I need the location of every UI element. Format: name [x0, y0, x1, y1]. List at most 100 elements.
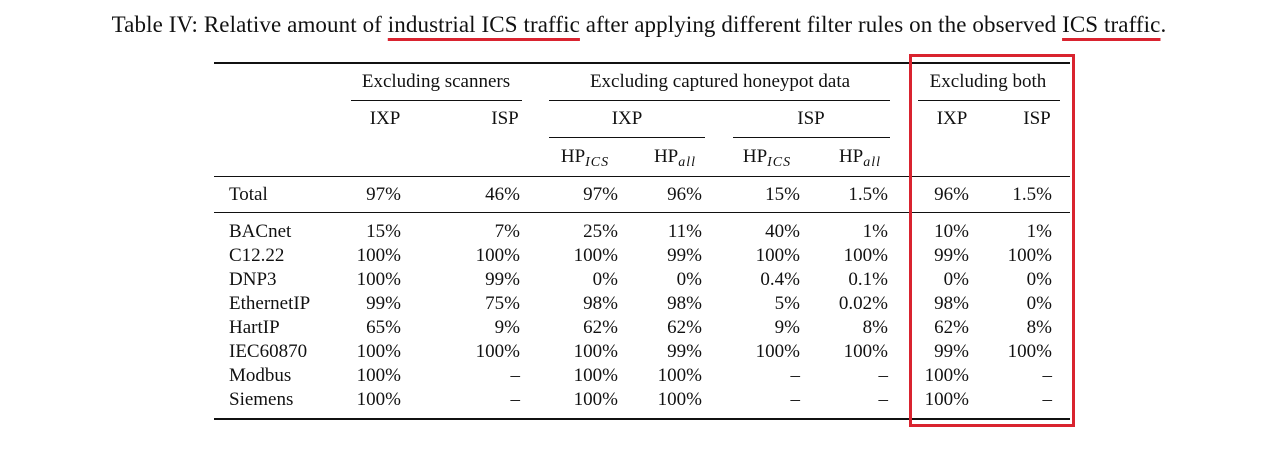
group3-underline: [918, 100, 1060, 101]
header-rule: [214, 176, 1070, 177]
table-cell: 0%: [1026, 293, 1052, 314]
table-cell: 100%: [573, 341, 618, 362]
row-label: Siemens: [229, 389, 294, 410]
table-cell: 99%: [934, 245, 969, 266]
header-hp-all-ixp: HPall: [653, 146, 697, 170]
table-cell: 100%: [843, 341, 888, 362]
table-cell: 0.4%: [760, 269, 800, 290]
total-cell: 1.5%: [848, 184, 888, 205]
table-cell: 8%: [862, 317, 888, 338]
table-cell: 0%: [943, 269, 969, 290]
table-cell: 100%: [356, 389, 401, 410]
row-label: HartIP: [229, 317, 280, 338]
total-cell: 96%: [667, 184, 702, 205]
caption-middle: after applying different filter rules on…: [579, 12, 1063, 37]
table-cell: 62%: [934, 317, 969, 338]
row-label-total: Total: [229, 184, 268, 205]
table-cell: –: [1042, 365, 1053, 386]
header-excluding-honeypot: Excluding captured honeypot data: [589, 71, 851, 92]
table-cell: 100%: [356, 365, 401, 386]
table-cell: 0.02%: [838, 293, 888, 314]
table-cell: 99%: [667, 341, 702, 362]
table-cell: 0%: [676, 269, 702, 290]
total-cell: 15%: [765, 184, 800, 205]
group2-underline: [549, 100, 890, 101]
table-cell: 100%: [657, 389, 702, 410]
table-cell: –: [878, 365, 889, 386]
table-cell: 100%: [573, 389, 618, 410]
table-cell: 0%: [1026, 269, 1052, 290]
bottom-rule: [214, 418, 1070, 420]
caption-underlined-ics-traffic: ICS traffic: [1062, 12, 1161, 37]
header-scanners-isp: ISP: [491, 108, 519, 129]
caption-underlined-industrial-ics-traffic: industrial ICS traffic: [387, 12, 580, 37]
caption-prefix: Table IV: Relative amount of: [111, 12, 388, 37]
table-cell: 100%: [843, 245, 888, 266]
table-cell: 11%: [667, 221, 702, 242]
table-cell: –: [790, 389, 801, 410]
table-cell: 100%: [755, 341, 800, 362]
table-cell: –: [510, 389, 521, 410]
total-rule: [214, 212, 1070, 213]
table-cell: 99%: [934, 341, 969, 362]
top-rule: [214, 62, 1070, 64]
row-label: DNP3: [229, 269, 277, 290]
total-cell: 97%: [366, 184, 401, 205]
header-honeypot-isp: ISP: [797, 108, 825, 129]
ixp-underline: [549, 137, 705, 138]
table-cell: 100%: [924, 389, 969, 410]
table-cell: 100%: [356, 341, 401, 362]
table-cell: –: [510, 365, 521, 386]
table-cell: 100%: [573, 245, 618, 266]
table-cell: 0%: [592, 269, 618, 290]
table-cell: 99%: [485, 269, 520, 290]
table-cell: 9%: [774, 317, 800, 338]
header-both-ixp: IXP: [936, 108, 968, 129]
total-cell: 96%: [934, 184, 969, 205]
row-label: EthernetIP: [229, 293, 311, 314]
table-cell: 100%: [475, 245, 520, 266]
table-cell: 25%: [583, 221, 618, 242]
table-cell: 62%: [583, 317, 618, 338]
table-cell: 98%: [667, 293, 702, 314]
header-excluding-scanners: Excluding scanners: [361, 71, 511, 92]
table-cell: 1%: [1026, 221, 1052, 242]
table-cell: 100%: [356, 269, 401, 290]
table-cell: 15%: [366, 221, 401, 242]
header-excluding-both: Excluding both: [929, 71, 1047, 92]
table-cell: 1%: [862, 221, 888, 242]
header-hp-all-isp: HPall: [838, 146, 882, 170]
group1-underline: [351, 100, 522, 101]
total-cell: 1.5%: [1012, 184, 1052, 205]
table-cell: 99%: [366, 293, 401, 314]
table-cell: 100%: [475, 341, 520, 362]
table-cell: 5%: [774, 293, 800, 314]
row-label: IEC60870: [229, 341, 308, 362]
caption-suffix: .: [1160, 12, 1167, 37]
table-cell: 100%: [1007, 341, 1052, 362]
table-cell: 10%: [934, 221, 969, 242]
table-cell: 9%: [494, 317, 520, 338]
header-hp-ics-ixp: HPICS: [560, 146, 610, 170]
header-scanners-ixp: IXP: [369, 108, 401, 129]
header-both-isp: ISP: [1023, 108, 1051, 129]
header-hp-ics-isp: HPICS: [742, 146, 792, 170]
row-label: BACnet: [229, 221, 292, 242]
header-honeypot-ixp: IXP: [611, 108, 643, 129]
table-cell: 100%: [573, 365, 618, 386]
table-cell: 98%: [583, 293, 618, 314]
table-cell: 0.1%: [848, 269, 888, 290]
total-cell: 97%: [583, 184, 618, 205]
table-cell: 100%: [657, 365, 702, 386]
table-cell: 99%: [667, 245, 702, 266]
row-label: C12.22: [229, 245, 285, 266]
table-cell: 8%: [1026, 317, 1052, 338]
table-cell: –: [1042, 389, 1053, 410]
total-cell: 46%: [485, 184, 520, 205]
table-cell: 7%: [494, 221, 520, 242]
table-cell: 100%: [356, 245, 401, 266]
table-caption: Table IV: Relative amount of industrial …: [0, 12, 1278, 38]
row-label: Modbus: [229, 365, 292, 386]
isp-underline: [733, 137, 890, 138]
table-cell: 100%: [924, 365, 969, 386]
